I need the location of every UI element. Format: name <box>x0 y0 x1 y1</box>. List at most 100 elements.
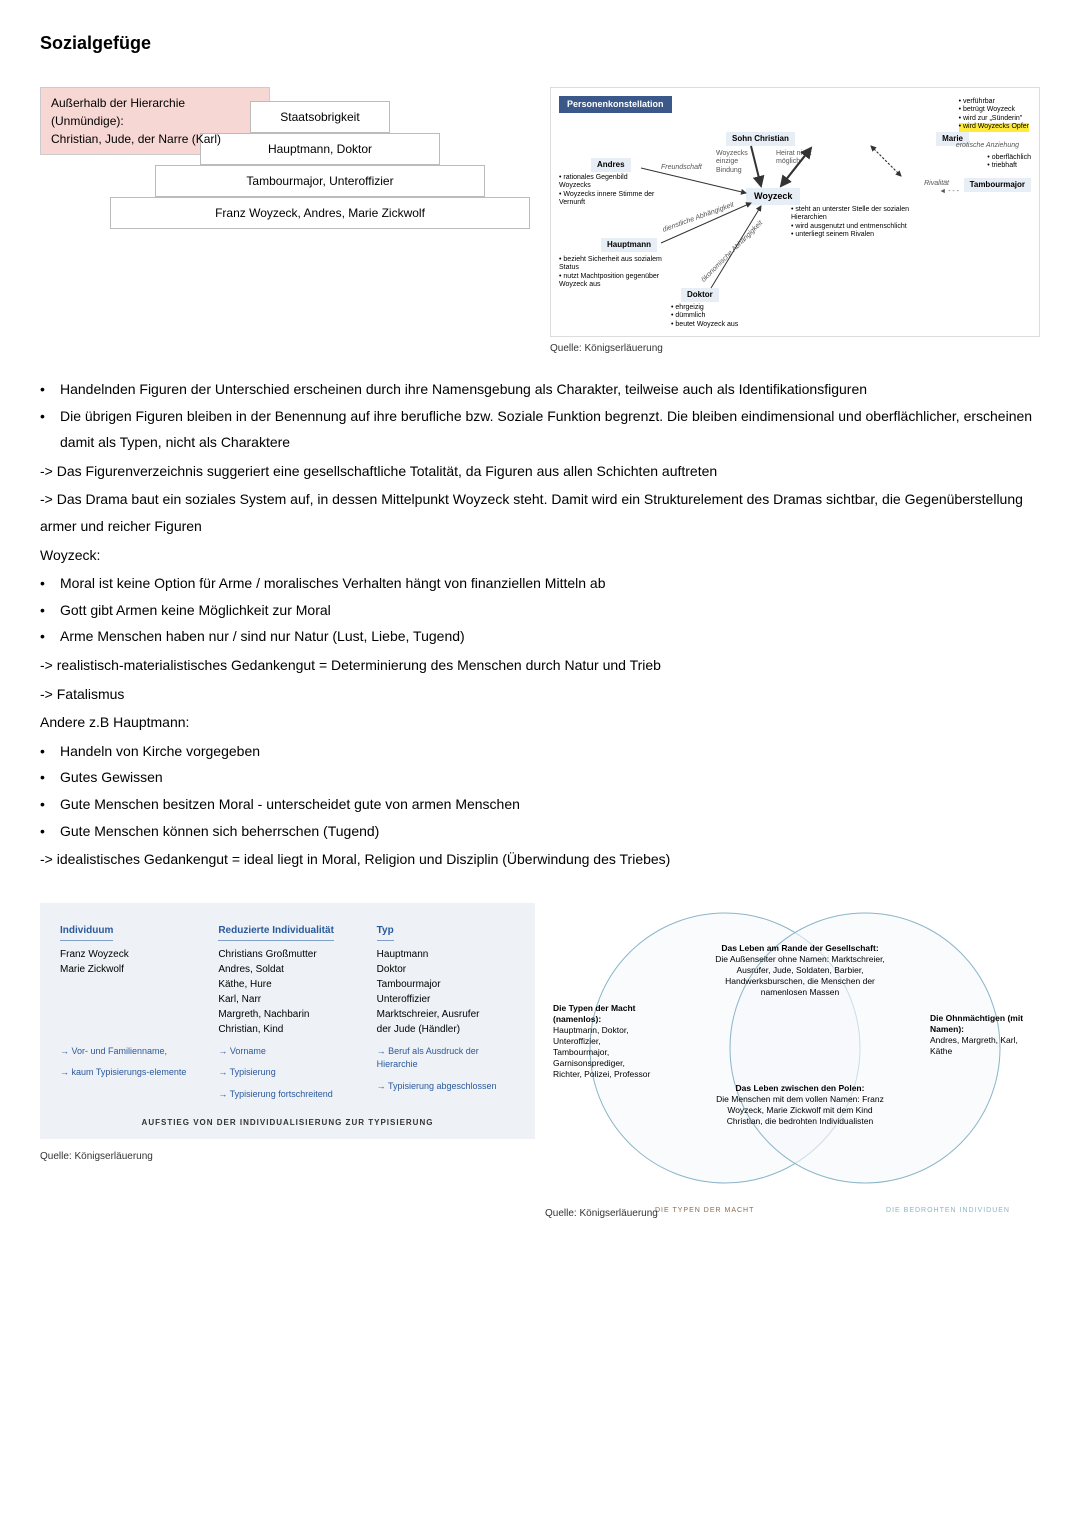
bullet: bezieht Sicherheit aus sozialem Status <box>559 256 669 273</box>
diagram-header: Personenkonstellation <box>559 96 672 113</box>
rel-label: dienstliche Abhängigkeit <box>662 201 736 235</box>
bullet: ehrgeizig <box>671 304 738 312</box>
bullet: beutet Woyzeck aus <box>671 321 738 329</box>
node-marie-bullets: verführbar betrügt Woyzeck wird zur „Sün… <box>959 98 1029 132</box>
node-doktor: Doktor <box>681 288 719 302</box>
list-item: Gute Menschen können sich beherrschen (T… <box>60 818 1040 845</box>
venn-text: Hauptmann, Doktor, Unteroffizier, Tambou… <box>553 1025 650 1079</box>
arrow-line: -> realistisch-materialistisches Gedanke… <box>40 652 1040 679</box>
bullet: oberflächlich <box>987 154 1031 162</box>
venn-bottom: Das Leben zwischen den Polen: Die Mensch… <box>715 1083 885 1127</box>
venn-title: Die Ohnmächtigen (mit Namen): <box>930 1013 1023 1034</box>
pyramid-level: Hauptmann, Doktor <box>200 133 440 165</box>
arrow-line: -> Das Figurenverzeichnis suggeriert ein… <box>40 458 1040 485</box>
venn-text: Die Außenseiter ohne Namen: Marktschreie… <box>715 954 885 997</box>
col-item: Unteroffizier <box>377 992 515 1007</box>
col-item: Marie Zickwolf <box>60 962 198 977</box>
bullet: unterliegt seinem Rivalen <box>791 231 911 239</box>
venn-title: Die Typen der Macht (namenlos): <box>553 1003 636 1024</box>
list-item: Handeln von Kirche vorgegeben <box>60 738 1040 765</box>
col-item: Doktor <box>377 962 515 977</box>
bullet: Woyzecks innere Stimme der Vernunft <box>559 191 659 208</box>
doktor-bullets: ehrgeizig dümmlich beutet Woyzeck aus <box>671 304 738 329</box>
rel-label: ökonomische Abhängigkeit <box>700 220 765 285</box>
sub-heading: Woyzeck: <box>40 542 1040 569</box>
bullet: wird ausgenutzt und entmenschlicht <box>791 223 911 231</box>
list-item: Handelnden Figuren der Unterschied ersch… <box>60 376 1040 403</box>
bullet: triebhaft <box>987 162 1031 170</box>
venn-diagram: Die Typen der Macht (namenlos): Hauptman… <box>545 903 1040 1223</box>
arrow-line: -> Das Drama baut ein soziales System au… <box>40 486 1040 539</box>
sub-heading: Andere z.B Hauptmann: <box>40 709 1040 736</box>
tambour-bullets: oberflächlich triebhaft <box>987 154 1031 171</box>
bullet: verführbar <box>959 98 1029 106</box>
bullet: wird zur „Sünderin" <box>959 115 1029 123</box>
arrow-line: -> idealistisches Gedankengut = ideal li… <box>40 846 1040 873</box>
bottom-section: Individuum Franz Woyzeck Marie Zickwolf … <box>40 903 1040 1223</box>
col-title: Typ <box>377 923 394 941</box>
list-item: Arme Menschen haben nur / sind nur Natur… <box>60 623 1040 650</box>
individuation-box: Individuum Franz Woyzeck Marie Zickwolf … <box>40 903 535 1140</box>
char-label: Hauptmann <box>601 238 657 252</box>
node-tambour: Tambourmajor <box>964 178 1031 192</box>
col-reduziert: Reduzierte Individualität Christians Gro… <box>218 923 356 1102</box>
list-item: Gutes Gewissen <box>60 764 1040 791</box>
arrow-line: -> Fatalismus <box>40 681 1040 708</box>
bullet: nutzt Machtposition gegenüber Woyzeck au… <box>559 273 669 290</box>
col-item: Margreth, Nachbarin <box>218 1007 356 1022</box>
individ-wrap: Individuum Franz Woyzeck Marie Zickwolf … <box>40 903 535 1223</box>
page-title: Sozialgefüge <box>40 30 1040 57</box>
node-andres: Andres <box>591 158 631 172</box>
arrow-icon: ◄ - - - <box>939 188 959 196</box>
venn-right: Die Ohnmächtigen (mit Namen): Andres, Ma… <box>930 1013 1040 1057</box>
list-item: Gott gibt Armen keine Möglichkeit zur Mo… <box>60 597 1040 624</box>
col-item: Franz Woyzeck <box>60 947 198 962</box>
arrow-item: Beruf als Ausdruck der Hierarchie <box>377 1045 515 1072</box>
andres-bullets: rationales Gegenbild Woyzecks Woyzecks i… <box>559 174 659 208</box>
venn-top: Das Leben am Rande der Gesellschaft: Die… <box>715 943 885 998</box>
hierarchy-pyramid: Außerhalb der Hierarchie (Unmündige): Ch… <box>40 87 530 356</box>
venn-text: Andres, Margreth, Karl, Käthe <box>930 1035 1018 1056</box>
constellation-diagram: Personenkonstellation verführbar betrügt… <box>550 87 1040 337</box>
constellation-wrap: Personenkonstellation verführbar betrügt… <box>550 87 1040 356</box>
venn-caption-right: DIE BEDROHTEN INDIVIDUEN <box>886 1206 1010 1217</box>
rel-label: Heirat nicht möglich <box>776 150 816 167</box>
caption: AUFSTIEG VON DER INDIVIDUALISIERUNG ZUR … <box>60 1117 515 1129</box>
bullet: wird Woyzecks Opfer <box>959 123 1029 131</box>
bullet: rationales Gegenbild Woyzecks <box>559 174 659 191</box>
arrow-item: kaum Typisierungs-elemente <box>60 1066 198 1080</box>
pyramid-level: Franz Woyzeck, Andres, Marie Zickwolf <box>110 197 530 229</box>
venn-caption-left: DIE TYPEN DER MACHT <box>655 1206 754 1217</box>
arrow-item: Vorname <box>218 1045 356 1059</box>
bullet: steht an unterster Stelle der sozialen H… <box>791 206 911 223</box>
col-item: Karl, Narr <box>218 992 356 1007</box>
node-hauptmann: Hauptmann <box>601 238 657 252</box>
top-section: Außerhalb der Hierarchie (Unmündige): Ch… <box>40 87 1040 356</box>
list-item: Moral ist keine Option für Arme / morali… <box>60 570 1040 597</box>
arrow-item: Typisierung <box>218 1066 356 1080</box>
arrow-item: Typisierung fortschreitend <box>218 1088 356 1102</box>
main-text: Handelnden Figuren der Unterschied ersch… <box>40 376 1040 873</box>
pyramid-level: Staatsobrigkeit <box>250 101 390 133</box>
source-label: Quelle: Königserläuerung <box>550 341 1040 356</box>
col-title: Individuum <box>60 923 113 941</box>
bullet: betrügt Woyzeck <box>959 106 1029 114</box>
bullet: dümmlich <box>671 312 738 320</box>
col-item: Marktschreier, Ausrufer <box>377 1007 515 1022</box>
col-item: Tambourmajor <box>377 977 515 992</box>
char-label: Sohn Christian <box>726 132 795 146</box>
col-item: Christians Großmutter <box>218 947 356 962</box>
venn-title: Das Leben am Rande der Gesellschaft: <box>721 943 878 953</box>
rel-label: erotische Anziehung <box>956 142 1019 150</box>
rel-label: Freundschaft <box>661 164 702 172</box>
arrow-item: Typisierung abgeschlossen <box>377 1080 515 1094</box>
woyzeck-bullets: steht an unterster Stelle der sozialen H… <box>791 206 911 240</box>
char-label: Tambourmajor <box>964 178 1031 192</box>
char-label: Woyzeck <box>746 188 800 205</box>
col-item: Andres, Soldat <box>218 962 356 977</box>
col-item: Hauptmann <box>377 947 515 962</box>
node-sohn: Sohn Christian <box>726 132 795 146</box>
col-typ: Typ Hauptmann Doktor Tambourmajor Untero… <box>377 923 515 1102</box>
venn-left: Die Typen der Macht (namenlos): Hauptman… <box>553 1003 653 1080</box>
col-title: Reduzierte Individualität <box>218 923 334 941</box>
